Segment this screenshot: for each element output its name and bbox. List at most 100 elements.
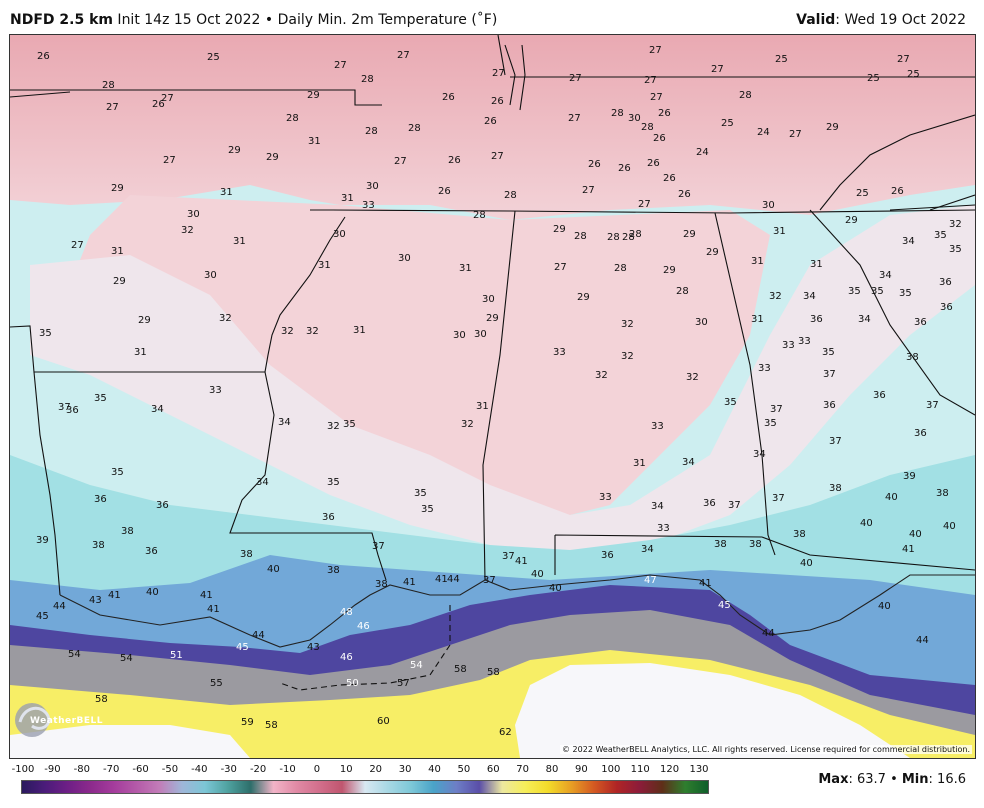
temp-value: 34 xyxy=(151,404,164,415)
temp-value: 58 xyxy=(454,664,467,675)
min-value: : 16.6 xyxy=(928,772,966,787)
temp-value: 30 xyxy=(474,329,487,340)
temp-value: 34 xyxy=(753,449,766,460)
temp-value: 32 xyxy=(306,326,319,337)
cyan-coastal xyxy=(10,455,975,595)
color-scale-label: 130 xyxy=(689,764,709,775)
temp-value: 35 xyxy=(848,286,861,297)
temp-value: 27 xyxy=(897,54,910,65)
border-ok-ar-tx xyxy=(10,325,265,373)
temp-value: 35 xyxy=(764,418,777,429)
temp-value: 43 xyxy=(307,642,320,653)
temp-value: 27 xyxy=(334,60,347,71)
temp-value: 29 xyxy=(486,313,499,324)
temperature-map[interactable]: 26 25 27 27 27 25 27 25 25 28 27 26 27 28 27 27 27 27 29 26… xyxy=(9,34,976,759)
temp-value: 38 xyxy=(829,483,842,494)
temp-value: 27 xyxy=(71,240,84,251)
temp-value: 29 xyxy=(663,265,676,276)
temp-value: 26 xyxy=(484,116,497,127)
temp-value: 25 xyxy=(207,52,220,63)
color-scale: -100 -90 -80 -70 -60 -50 -40 -30 -20 -10 0 10 20 30 40… xyxy=(9,764,709,804)
border-ga-sc xyxy=(809,209,975,416)
color-scale-label: 80 xyxy=(545,764,559,775)
temp-value: 30 xyxy=(366,181,379,192)
temp-value: 36 xyxy=(94,494,107,505)
temp-value: 26 xyxy=(491,96,504,107)
temp-value: 44 xyxy=(53,601,66,612)
temp-value: 41 xyxy=(515,556,528,567)
temp-value: 34 xyxy=(278,417,291,428)
color-scale-label: -60 xyxy=(132,764,149,775)
temp-value: 30 xyxy=(695,317,708,328)
init-and-variable: Init 14z 15 Oct 2022 • Daily Min. 2m Tem… xyxy=(112,12,498,28)
temp-value: 25 xyxy=(856,188,869,199)
border-il-in xyxy=(497,35,506,76)
white-warm-core xyxy=(515,663,910,758)
temp-value: 39 xyxy=(36,535,49,546)
temp-value: 59 xyxy=(241,717,254,728)
temp-value: 48 xyxy=(340,607,353,618)
temp-value: 28 xyxy=(622,232,635,243)
temp-value: 28 xyxy=(607,232,620,243)
temp-value: 35 xyxy=(421,504,434,515)
temp-value: 38 xyxy=(327,565,340,576)
temp-value: 28 xyxy=(408,123,421,134)
temp-value: 31 xyxy=(111,246,124,257)
temp-value: 31 xyxy=(459,263,472,274)
color-scale-label: 10 xyxy=(339,764,353,775)
temp-value: 27 xyxy=(582,185,595,196)
color-scale-label: 90 xyxy=(575,764,588,775)
white-southwest xyxy=(10,725,250,758)
temp-value: 24 xyxy=(757,127,770,138)
temp-value: 60 xyxy=(377,716,390,727)
temp-value: 51 xyxy=(170,650,183,661)
temp-value: 30 xyxy=(333,229,346,240)
temp-value: 28 xyxy=(574,231,587,242)
border-missouri-arkansas xyxy=(10,91,71,98)
stats-separator: • xyxy=(885,772,902,787)
temp-value: 36 xyxy=(601,550,614,561)
temp-value: 27 xyxy=(106,102,119,113)
border-kansas-missouri xyxy=(10,89,382,106)
temp-value: 30 xyxy=(453,330,466,341)
max-value: : 63.7 xyxy=(848,772,886,787)
temp-value: 27 xyxy=(649,45,662,56)
temp-value: 44 xyxy=(762,628,775,639)
temp-value: 41 xyxy=(699,578,712,589)
temp-value: 26 xyxy=(588,159,601,170)
temp-value: 27 xyxy=(650,92,663,103)
temp-value: 31 xyxy=(318,260,331,271)
temp-value: 28 xyxy=(739,90,752,101)
temp-value: 36 xyxy=(939,277,952,288)
temp-value: 33 xyxy=(362,200,375,211)
logo-text: WeatherBELL xyxy=(30,716,104,726)
temp-value: 37 xyxy=(926,400,939,411)
temp-value: 27 xyxy=(163,155,176,166)
temp-value: 33 xyxy=(651,421,664,432)
pale-middle xyxy=(30,205,975,555)
temp-value: 45 xyxy=(236,642,249,653)
temp-value: 45 xyxy=(718,600,731,611)
color-scale-label: -40 xyxy=(191,764,208,775)
temp-value: 28 xyxy=(629,229,642,240)
temp-value: 37 xyxy=(770,404,783,415)
coastline xyxy=(59,574,975,648)
temp-value: 35 xyxy=(111,467,124,478)
temp-value: 38 xyxy=(121,526,134,537)
temp-value: 26 xyxy=(448,155,461,166)
temp-value: 46 xyxy=(357,621,370,632)
temp-value: 46 xyxy=(340,652,353,663)
temp-value: 32 xyxy=(327,421,340,432)
temp-value: 28 xyxy=(365,126,378,137)
temp-value: 34 xyxy=(803,291,816,302)
temp-value: 41 xyxy=(435,574,448,585)
temp-value: 27 xyxy=(569,73,582,84)
temp-value: 35 xyxy=(39,328,52,339)
temp-value: 27 xyxy=(711,64,724,75)
weatherbell-logo xyxy=(12,696,68,742)
temp-value: 37 xyxy=(829,436,842,447)
temp-value: 32 xyxy=(461,419,474,430)
temp-value: 30 xyxy=(482,294,495,305)
temp-value: 26 xyxy=(647,158,660,169)
